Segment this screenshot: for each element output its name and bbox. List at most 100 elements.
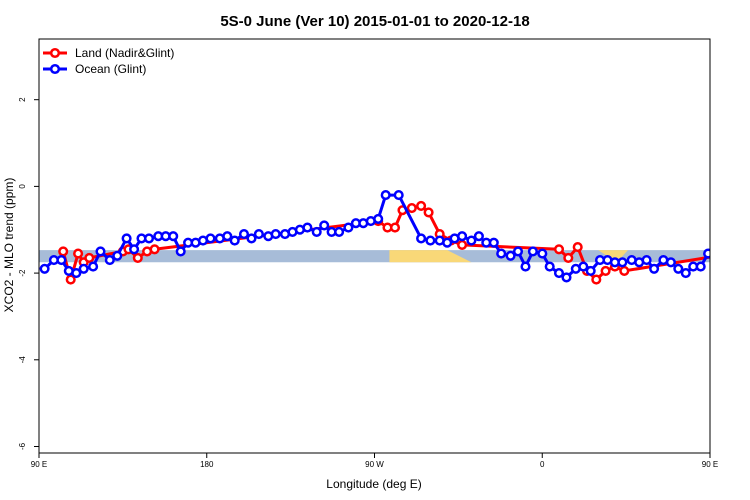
plot-frame <box>38 38 711 454</box>
data-point-ocean <box>205 233 216 244</box>
legend-land-label: Land (Nadir&Glint) <box>75 46 174 60</box>
data-point-ocean <box>416 233 427 244</box>
data-point-land <box>389 222 401 233</box>
x-axis: 90 E 180 90 W 0 90 E <box>31 453 718 469</box>
x-tick-label: 90 E <box>702 460 718 469</box>
data-point-ocean <box>473 231 484 242</box>
data-point-ocean <box>425 235 436 246</box>
data-point-ocean <box>121 233 132 244</box>
data-point-ocean <box>617 257 628 268</box>
data-point-land <box>563 252 574 263</box>
data-point-ocean <box>585 265 596 276</box>
y-tick-label: 0 <box>18 184 27 189</box>
data-point-ocean <box>71 268 82 279</box>
data-point-ocean <box>729 252 737 260</box>
data-point-ocean <box>561 272 572 283</box>
data-point-ocean <box>253 229 264 240</box>
x-tick-label: 180 <box>200 460 214 469</box>
data-point-land <box>65 274 76 285</box>
data-point-ocean <box>736 250 744 258</box>
y-tick-label: -4 <box>18 356 27 364</box>
data-point-ocean <box>238 229 250 240</box>
data-point-ocean <box>442 237 453 248</box>
data-point-ocean <box>721 256 729 264</box>
legend-ocean-label: Ocean (Glint) <box>75 62 146 76</box>
legend: Land (Nadir&Glint) Ocean (Glint) <box>43 46 174 76</box>
data-point-ocean <box>680 268 691 279</box>
data-point-ocean <box>168 231 179 242</box>
data-point-land <box>619 265 630 276</box>
band-land-africa <box>598 250 628 263</box>
data-point-ocean <box>319 220 330 231</box>
data-point-land <box>423 207 434 218</box>
x-axis-label: Longitude (deg E) <box>326 477 421 491</box>
data-point-ocean <box>496 248 507 259</box>
data-point-ocean <box>334 226 345 237</box>
data-point-ocean <box>311 226 322 237</box>
data-point-ocean <box>457 231 468 242</box>
data-point-ocean <box>78 263 89 274</box>
data-point-ocean <box>512 246 524 257</box>
data-point-land <box>553 244 565 255</box>
data-point-ocean <box>246 233 257 244</box>
legend-land-marker <box>49 47 61 59</box>
data-point-ocean <box>112 250 123 261</box>
data-point-ocean <box>714 256 722 264</box>
y-tick-label: -2 <box>18 269 27 277</box>
data-point-land <box>406 203 417 214</box>
data-point-land <box>73 248 84 259</box>
data-point-ocean <box>380 190 391 201</box>
data-point-ocean <box>393 190 404 201</box>
data-point-ocean <box>505 250 516 261</box>
y-axis: -6 -4 -2 0 2 <box>18 97 39 450</box>
data-point-land <box>84 252 95 263</box>
series-layer <box>39 190 750 285</box>
data-point-ocean <box>544 261 555 272</box>
data-point-ocean <box>665 257 676 268</box>
data-point-ocean <box>527 246 538 257</box>
data-point-ocean <box>129 244 140 255</box>
data-point-land <box>58 246 69 257</box>
data-point-land <box>600 265 611 276</box>
data-point-ocean <box>537 248 548 259</box>
data-point-land <box>149 244 160 255</box>
y-axis-label: XCO2 - MLO trend (ppm) <box>2 178 16 313</box>
band-land-americas <box>389 250 472 263</box>
data-point-ocean <box>649 263 660 274</box>
data-point-ocean <box>578 261 589 272</box>
data-point-ocean <box>270 229 281 240</box>
x-tick-label: 90 E <box>31 460 47 469</box>
data-point-ocean <box>520 261 531 272</box>
data-point-land <box>457 239 468 250</box>
data-point-ocean <box>222 231 233 242</box>
data-point-ocean <box>302 222 313 233</box>
x-tick-label: 0 <box>540 460 545 469</box>
data-point-ocean <box>373 213 384 224</box>
data-point-ocean <box>95 246 106 257</box>
data-point-land <box>572 242 583 253</box>
y-tick-label: 2 <box>18 97 27 102</box>
data-point-ocean <box>104 255 115 266</box>
data-point-ocean <box>88 261 99 272</box>
series-line-land <box>61 204 710 282</box>
data-point-ocean <box>175 246 186 257</box>
data-point-land <box>591 274 602 285</box>
data-point-land <box>132 252 143 263</box>
data-point-ocean <box>553 268 565 279</box>
data-point-ocean <box>343 222 354 233</box>
data-point-ocean <box>744 235 750 243</box>
data-point-ocean <box>673 263 684 274</box>
data-point-ocean <box>143 233 155 244</box>
data-point-ocean <box>703 248 710 259</box>
data-point-ocean <box>229 235 240 246</box>
data-point-ocean <box>39 263 50 274</box>
data-point-ocean <box>56 255 67 266</box>
chart-title: 5S-0 June (Ver 10) 2015-01-01 to 2020-12… <box>220 13 529 30</box>
x-tick-label: 90 W <box>365 460 384 469</box>
data-point-ocean <box>466 235 477 246</box>
data-point-ocean <box>641 255 652 266</box>
data-point-land <box>416 200 427 211</box>
data-point-land <box>742 248 750 256</box>
data-point-ocean <box>488 237 499 248</box>
